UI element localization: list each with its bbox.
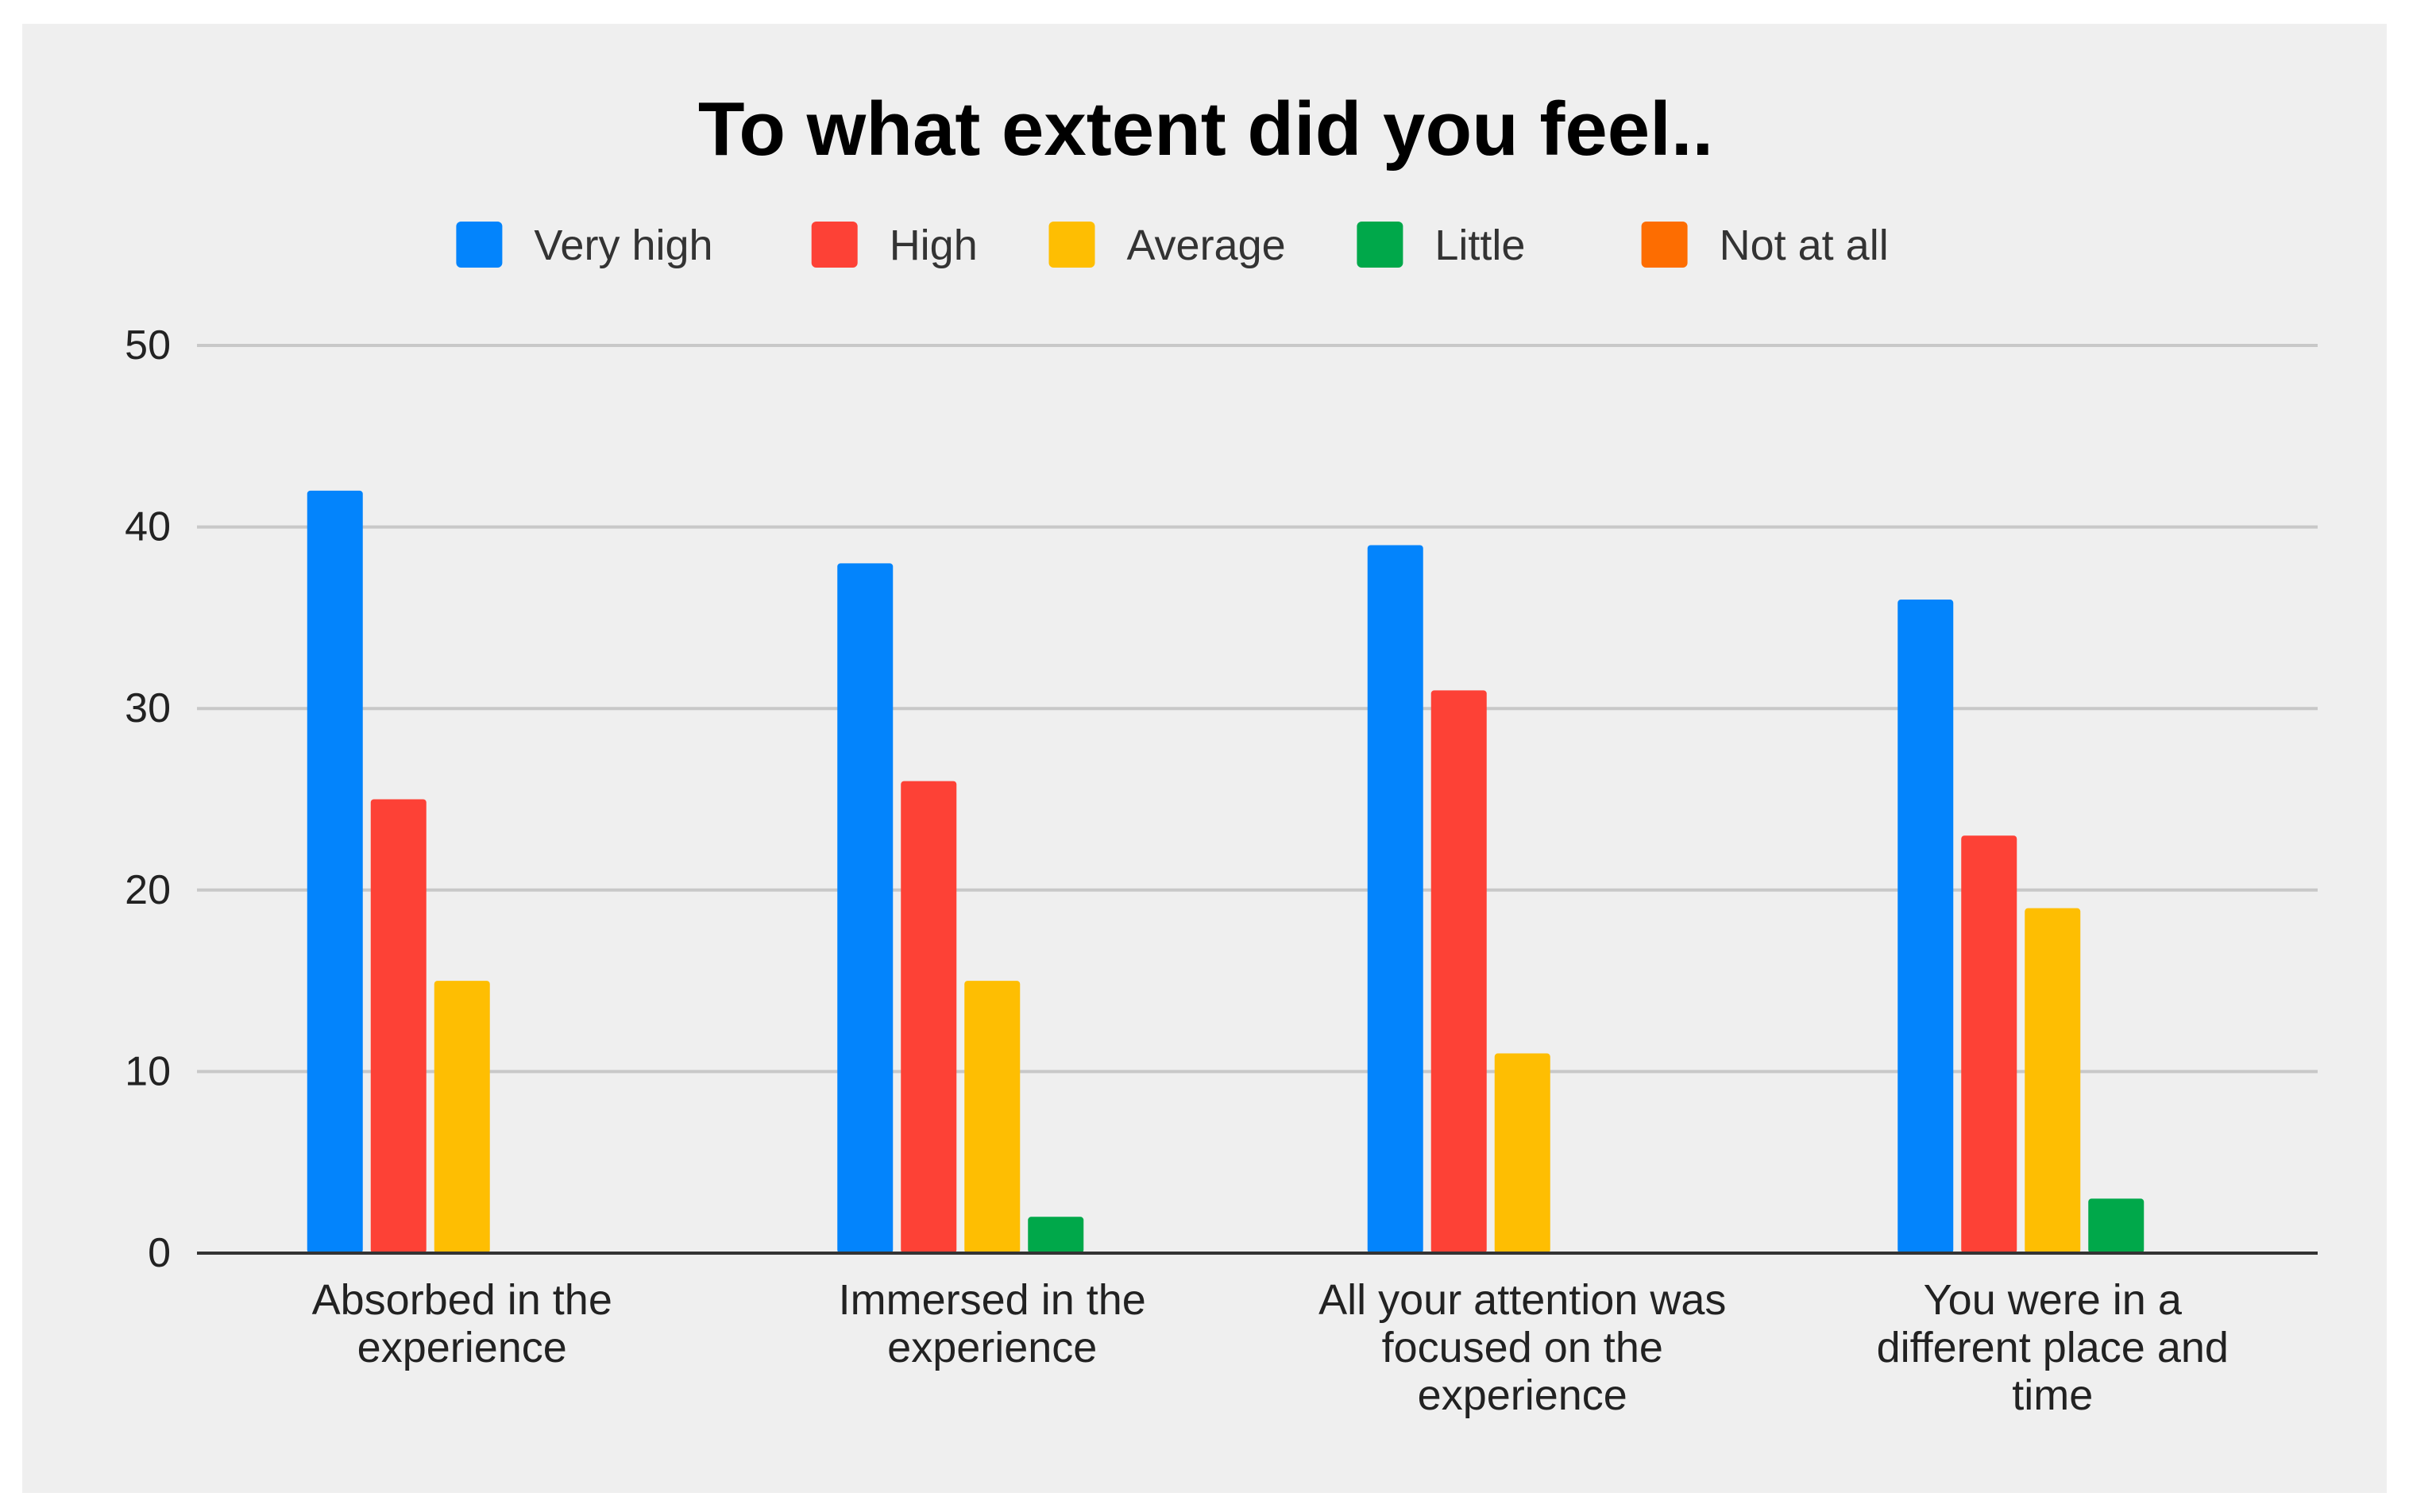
legend: Very high High Average Little Not at all: [456, 222, 1889, 269]
y-axis-tick-labels: 0 10 20 30 40 50: [125, 322, 171, 1276]
bar-high-cat4: [1961, 835, 2017, 1253]
bar-average-cat1: [434, 981, 490, 1253]
y-tick-label-40: 40: [125, 504, 171, 550]
x-category-label-line: All your attention was: [1318, 1276, 1726, 1324]
x-category-label-line: focused on the: [1382, 1324, 1663, 1371]
bar-high-cat2: [901, 781, 957, 1253]
bar-little-cat2: [1028, 1217, 1084, 1253]
chart-title: To what extent did you feel..: [698, 87, 1713, 172]
x-category-label-line: experience: [887, 1324, 1097, 1371]
legend-swatch-high: [811, 222, 858, 268]
bar-very-high-cat4: [1897, 600, 1954, 1253]
x-category-label-line: experience: [357, 1324, 567, 1371]
legend-label-not-at-all: Not at all: [1720, 222, 1889, 269]
bar-average-cat2: [964, 981, 1021, 1253]
legend-swatch-average: [1048, 222, 1095, 268]
x-category-label-line: Immersed in the: [839, 1276, 1146, 1324]
legend-label-very-high: Very high: [534, 222, 712, 269]
bar-average-cat4: [2025, 908, 2081, 1253]
legend-label-little: Little: [1434, 222, 1525, 269]
x-category-label-2: Immersed in the experience: [839, 1276, 1146, 1371]
y-tick-label-30: 30: [125, 685, 171, 731]
legend-label-high: High: [890, 222, 978, 269]
bar-high-cat3: [1430, 690, 1487, 1253]
x-category-label-line: different place and: [1877, 1324, 2229, 1371]
x-category-label-4: You were in a different place and time: [1877, 1276, 2229, 1419]
bar-very-high-cat1: [307, 490, 363, 1253]
x-category-label-line: You were in a: [1924, 1276, 2183, 1324]
legend-label-average: Average: [1127, 222, 1286, 269]
x-category-label-line: time: [2012, 1371, 2093, 1419]
bar-high-cat1: [370, 799, 427, 1253]
x-category-label-line: experience: [1418, 1371, 1627, 1419]
x-category-label-1: Absorbed in the experience: [312, 1276, 612, 1371]
x-category-label-line: Absorbed in the: [312, 1276, 612, 1324]
bar-average-cat3: [1494, 1053, 1550, 1253]
legend-swatch-not-at-all: [1641, 222, 1688, 268]
y-tick-label-20: 20: [125, 867, 171, 913]
bar-little-cat4: [2088, 1198, 2145, 1253]
legend-swatch-little: [1357, 222, 1403, 268]
x-category-label-3: All your attention was focused on the expe…: [1318, 1276, 1726, 1419]
y-tick-label-10: 10: [125, 1048, 171, 1094]
bar-very-high-cat2: [837, 563, 894, 1253]
y-tick-label-0: 0: [148, 1230, 171, 1276]
legend-swatch-very-high: [456, 222, 503, 268]
y-tick-label-50: 50: [125, 322, 171, 368]
bar-very-high-cat3: [1367, 545, 1423, 1253]
bars: [307, 490, 2145, 1253]
